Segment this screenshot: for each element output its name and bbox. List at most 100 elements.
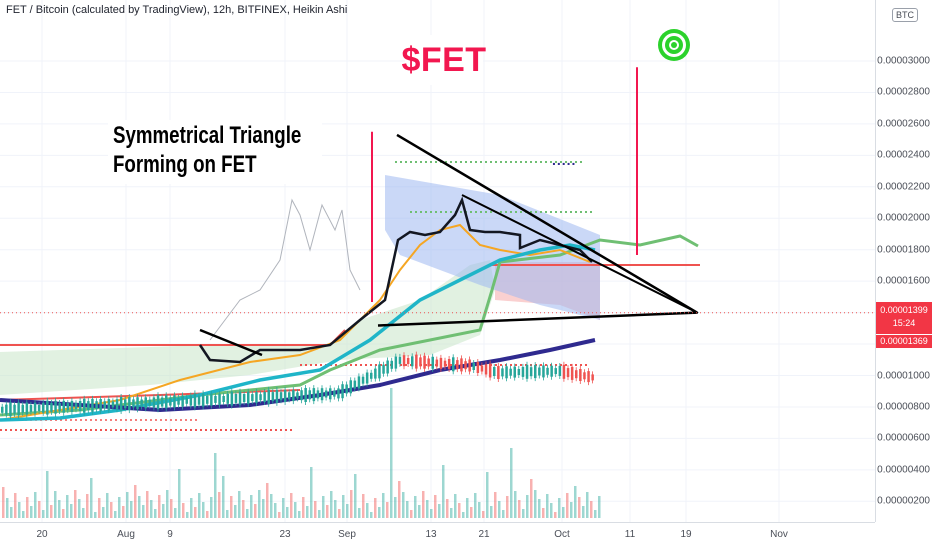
volume-bar — [150, 500, 153, 518]
countdown-value: 15:24 — [892, 318, 916, 328]
y-tick-label: 0.00000400 — [877, 464, 930, 476]
candle-body — [210, 393, 213, 406]
y-tick-label: 0.00002800 — [877, 86, 930, 98]
candle-body — [247, 391, 250, 404]
candle-body — [378, 364, 381, 379]
level-red-2 — [0, 389, 301, 401]
volume-bar — [566, 493, 569, 518]
candle-body — [1, 406, 4, 413]
volume-bar — [546, 494, 549, 518]
volume-bar — [146, 491, 149, 518]
candle-body — [513, 366, 516, 378]
volume-bar — [162, 504, 165, 518]
volume-bar — [554, 512, 557, 518]
volume-bar — [98, 498, 101, 518]
volume-bar — [510, 448, 513, 518]
candle-body — [456, 360, 459, 370]
volume-bar — [82, 508, 85, 518]
annotation-line-1: Symmetrical Triangle — [113, 122, 302, 149]
volume-bar — [118, 497, 121, 518]
candle-body — [411, 356, 414, 367]
volume-bar — [474, 493, 477, 518]
volume-bar — [346, 504, 349, 518]
volume-bar — [94, 512, 97, 518]
candle-body — [5, 404, 8, 415]
candle-body — [119, 397, 123, 411]
candle-body — [501, 368, 504, 377]
last-price-value: 0.00001399 — [880, 305, 928, 315]
x-tick-label: Sep — [338, 529, 356, 540]
volume-bar — [362, 494, 365, 518]
volume-bar — [266, 483, 269, 518]
candle-body — [33, 402, 37, 414]
volume-bar — [518, 500, 521, 518]
volume-bar — [462, 512, 465, 518]
volume-bar — [486, 472, 489, 518]
candle-body — [283, 390, 287, 402]
volume-bar — [86, 494, 89, 518]
candle-body — [300, 390, 303, 401]
candle-body — [320, 388, 324, 401]
candle-body — [341, 384, 344, 399]
candle-body — [148, 399, 152, 406]
volume-bar — [6, 498, 9, 518]
candle-body — [124, 399, 127, 409]
candle-body — [37, 405, 41, 411]
volume-bar — [218, 492, 221, 518]
candle-body — [136, 397, 139, 410]
candle-body — [349, 380, 352, 394]
dots-annotation: ..... — [552, 152, 577, 168]
volume-bar — [382, 493, 385, 518]
y-tick-label: 0.00002200 — [877, 181, 930, 193]
candle-body — [324, 390, 328, 398]
candle-body — [42, 402, 45, 413]
candle-body — [54, 400, 57, 414]
candle-body — [156, 395, 160, 410]
volume-bar — [238, 491, 241, 518]
candle-body — [255, 391, 258, 403]
chart-area[interactable]: FET / Bitcoin (calculated by TradingView… — [0, 0, 875, 522]
volume-bar — [322, 496, 325, 518]
y-tick-label: 0.00001600 — [877, 275, 930, 287]
volume-bar — [294, 502, 297, 518]
volume-bar — [530, 479, 533, 518]
currency-badge[interactable]: BTC — [892, 8, 918, 22]
volume-bar — [426, 500, 429, 518]
candle-body — [538, 367, 541, 376]
candle-body — [382, 364, 385, 374]
volume-bar — [202, 502, 205, 518]
candle-body — [472, 363, 475, 370]
candle-body — [140, 399, 143, 407]
volume-bar — [458, 503, 461, 518]
volume-bar — [246, 509, 249, 518]
candle-body — [234, 393, 238, 403]
volume-bar — [22, 511, 25, 518]
volume-bar — [422, 491, 425, 518]
y-tick-label: 0.00000800 — [877, 401, 930, 413]
candle-body — [259, 394, 262, 401]
volume-bar — [122, 506, 125, 518]
candle-body — [316, 390, 320, 399]
volume-bar — [134, 485, 137, 518]
time-axis[interactable]: 20 Aug 9 23 Sep 13 21 Oct 11 19 Nov — [0, 522, 875, 551]
y-tick-label: 0.00000200 — [877, 495, 930, 507]
volume-bar — [110, 502, 113, 518]
volume-bar — [206, 511, 209, 518]
volume-bar — [478, 502, 481, 518]
candle-body — [193, 393, 197, 408]
volume-bar — [466, 498, 469, 518]
candle-body — [365, 372, 369, 384]
candle-body — [132, 399, 135, 408]
price-axis[interactable]: BTC 0.00003000 0.00002800 0.00002600 0.0000… — [875, 0, 932, 522]
ema-orange-line — [0, 223, 591, 421]
price-chart[interactable] — [0, 0, 875, 522]
target-center — [671, 42, 677, 48]
volume-bar — [26, 497, 29, 518]
candle-body — [398, 356, 402, 364]
candle-body — [206, 395, 209, 404]
candle-body — [390, 360, 393, 369]
candle-body — [99, 399, 102, 411]
candle-body — [91, 398, 94, 412]
volume-bar — [102, 507, 105, 518]
candle-body — [493, 367, 496, 376]
